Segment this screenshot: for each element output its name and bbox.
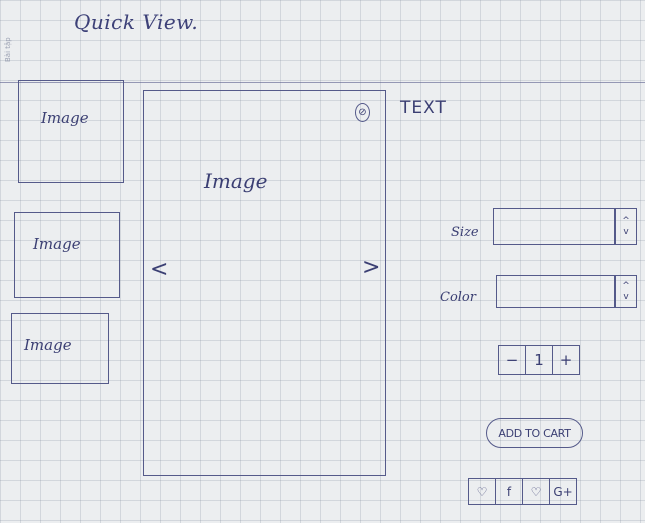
- thumbnail-1[interactable]: Image: [18, 80, 124, 183]
- facebook-icon[interactable]: f: [496, 479, 523, 504]
- chevron-up-icon[interactable]: ^: [622, 215, 630, 226]
- chevron-down-icon[interactable]: v: [623, 291, 629, 302]
- thumbnail-3[interactable]: Image: [11, 313, 109, 384]
- size-label: Size: [451, 225, 479, 240]
- main-image-label: Image: [204, 169, 268, 193]
- thumbnail-label: Image: [41, 109, 89, 127]
- page-title: Quick View.: [74, 10, 199, 34]
- size-select[interactable]: ^ v: [493, 208, 637, 245]
- close-icon[interactable]: ⊘: [355, 103, 370, 122]
- color-select[interactable]: ^ v: [496, 275, 637, 308]
- size-spinner[interactable]: ^ v: [614, 209, 636, 244]
- add-to-cart-button[interactable]: ADD TO CART: [486, 418, 583, 448]
- quantity-minus-button[interactable]: −: [499, 346, 526, 374]
- color-spinner[interactable]: ^ v: [614, 276, 636, 307]
- thumbnail-label: Image: [33, 235, 81, 253]
- quantity-value[interactable]: 1: [526, 346, 553, 374]
- thumbnail-label: Image: [24, 336, 72, 354]
- chevron-down-icon[interactable]: v: [623, 226, 629, 237]
- main-image: Image < > ⊘: [143, 90, 386, 476]
- google-plus-icon[interactable]: G+: [553, 484, 573, 499]
- quantity-stepper: − 1 +: [498, 345, 580, 375]
- pinterest-icon[interactable]: ♡: [523, 479, 550, 504]
- color-label: Color: [440, 290, 476, 305]
- thumbnail-2[interactable]: Image: [14, 212, 120, 298]
- social-share-bar: ♡ f ♡ G+: [468, 478, 577, 505]
- header-divider: [0, 82, 645, 83]
- heart-icon[interactable]: ♡: [469, 479, 496, 504]
- quantity-plus-button[interactable]: +: [559, 351, 573, 369]
- chevron-left-icon[interactable]: <: [150, 257, 169, 282]
- chevron-right-icon[interactable]: >: [362, 255, 381, 280]
- product-text: TEXT: [400, 98, 447, 118]
- chevron-up-icon[interactable]: ^: [622, 280, 630, 291]
- margin-note: Bài tập: [4, 37, 12, 62]
